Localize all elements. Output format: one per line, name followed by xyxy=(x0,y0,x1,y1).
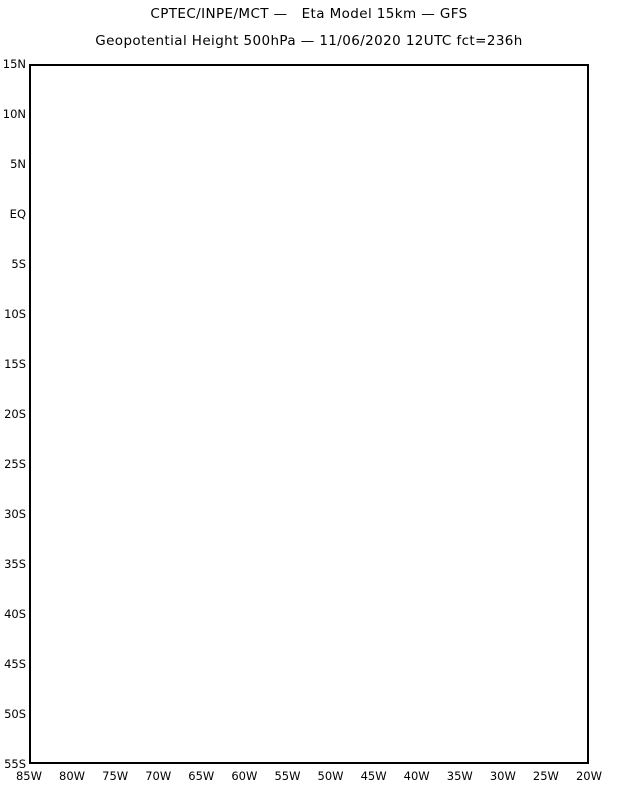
x-tick-label: 20W xyxy=(575,769,602,783)
y-tick-label: 50S xyxy=(4,707,26,721)
x-tick-label: 80W xyxy=(59,769,86,783)
plot-frame-border xyxy=(29,64,589,764)
y-tick-label: 30S xyxy=(4,507,26,521)
x-tick-label: 30W xyxy=(489,769,516,783)
y-tick-label: 35S xyxy=(4,557,26,571)
y-tick-label: 5S xyxy=(11,257,26,271)
y-tick-label: 15S xyxy=(4,357,26,371)
y-tick-label: 25S xyxy=(4,457,26,471)
x-tick-label: 75W xyxy=(102,769,129,783)
y-tick-label: 20S xyxy=(4,407,26,421)
y-tick-label: 5N xyxy=(10,157,26,171)
x-tick-label: 70W xyxy=(145,769,172,783)
chart-title-line-1: CPTEC/INPE/MCT — Eta Model 15km — GFS xyxy=(150,6,468,22)
plot-area: 5900588058805880588058605860586058605860… xyxy=(29,64,589,764)
x-tick-label: 50W xyxy=(317,769,344,783)
y-tick-label: 10N xyxy=(2,107,26,121)
x-tick-label: 65W xyxy=(188,769,215,783)
x-tick-label: 85W xyxy=(15,769,42,783)
x-tick-label: 40W xyxy=(403,769,430,783)
y-tick-label: 15N xyxy=(2,57,26,71)
x-tick-label: 25W xyxy=(532,769,559,783)
y-tick-label: 55S xyxy=(4,757,26,771)
x-tick-label: 55W xyxy=(274,769,301,783)
y-tick-label: 10S xyxy=(4,307,26,321)
chart-title-line-2: Geopotential Height 500hPa — 11/06/2020 … xyxy=(95,33,523,49)
y-tick-label: EQ xyxy=(9,207,26,221)
x-tick-label: 60W xyxy=(231,769,258,783)
x-tick-label: 35W xyxy=(446,769,473,783)
x-tick-label: 45W xyxy=(360,769,387,783)
y-tick-label: 45S xyxy=(4,657,26,671)
y-tick-label: 40S xyxy=(4,607,26,621)
